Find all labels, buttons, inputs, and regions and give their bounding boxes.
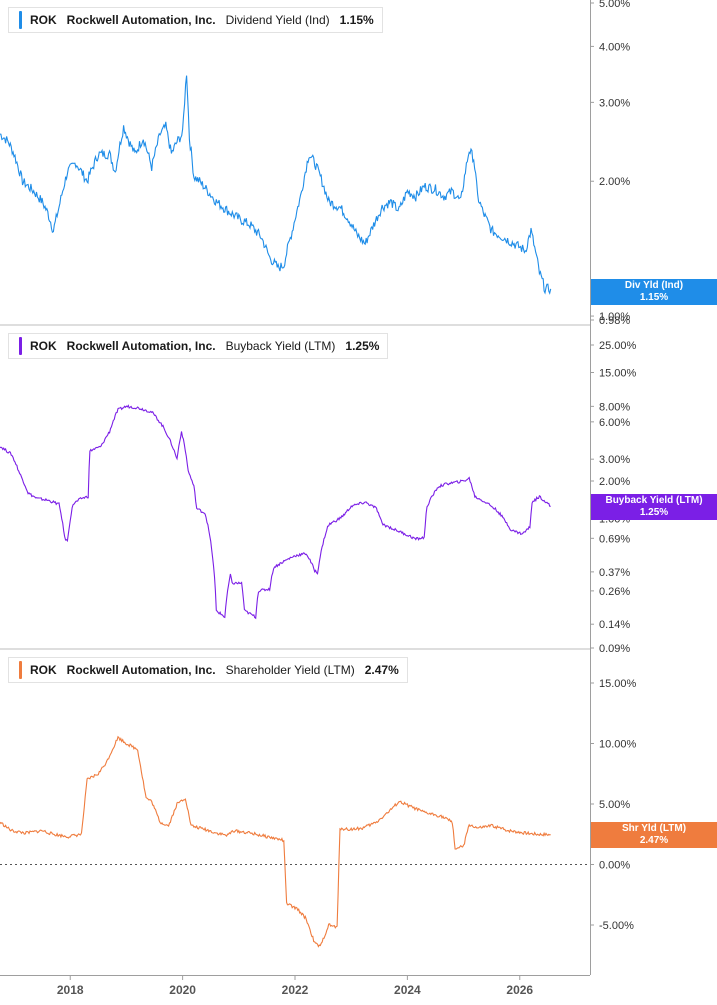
y-tick-label: 15.00% — [599, 368, 637, 380]
legend-company: Rockwell Automation, Inc. — [66, 663, 216, 677]
y-tick-label: 0.69% — [599, 533, 630, 545]
legend-ticker: ROK — [30, 663, 57, 677]
y-tick-label: 4.00% — [599, 41, 630, 53]
y-tick-label: -5.00% — [599, 920, 634, 932]
current-value-label-shareholder: Shr Yld (LTM) 2.47% — [591, 822, 717, 848]
x-tick-label: 2026 — [506, 983, 533, 997]
legend-value: 2.47% — [364, 663, 399, 677]
series-line — [0, 404, 551, 620]
y-tick-label: 0.37% — [599, 567, 630, 579]
legend-value: 1.25% — [345, 339, 380, 353]
y-tick-label: 8.00% — [599, 401, 630, 413]
y-tick-label: 0.98% — [599, 315, 630, 327]
legend-company: Rockwell Automation, Inc. — [66, 13, 216, 27]
value-label-name: Shr Yld (LTM) — [621, 823, 687, 834]
x-tick-label: 2022 — [282, 983, 309, 997]
y-tick-label: 0.14% — [599, 619, 630, 631]
legend-metric: Dividend Yield (Ind) — [225, 13, 330, 27]
y-tick-label: 15.00% — [599, 678, 637, 690]
y-tick-label: 2.00% — [599, 176, 630, 188]
y-tick-label: 25.00% — [599, 340, 637, 352]
legend-shareholder-yield[interactable]: ROK Rockwell Automation, Inc. Shareholde… — [8, 657, 408, 683]
value-label-name: Div Yld (Ind) — [624, 280, 684, 291]
value-label-name: Buyback Yield (LTM) — [605, 495, 703, 506]
current-value-label-dividend: Div Yld (Ind) 1.15% — [591, 279, 717, 305]
legend-swatch-dividend — [19, 11, 22, 29]
legend-dividend-yield[interactable]: ROK Rockwell Automation, Inc. Dividend Y… — [8, 7, 383, 33]
series-line — [0, 75, 552, 295]
legend-value: 1.15% — [339, 13, 374, 27]
y-tick-label: 5.00% — [599, 0, 630, 10]
y-tick-label: 5.00% — [599, 799, 630, 811]
y-tick-label: 0.00% — [599, 860, 630, 872]
current-value-label-buyback: Buyback Yield (LTM) 1.25% — [591, 494, 717, 520]
legend-buyback-yield[interactable]: ROK Rockwell Automation, Inc. Buyback Yi… — [8, 333, 389, 359]
y-tick-label: 6.00% — [599, 417, 630, 429]
y-tick-label: 10.00% — [599, 739, 637, 751]
y-tick-label: 3.00% — [599, 454, 630, 466]
legend-swatch-shareholder — [19, 661, 22, 679]
value-label-value: 1.15% — [639, 292, 669, 303]
legend-metric: Shareholder Yield (LTM) — [225, 663, 355, 677]
value-label-value: 1.25% — [639, 507, 669, 518]
y-tick-label: 0.26% — [599, 586, 630, 598]
y-tick-label: 1.00% — [599, 311, 630, 323]
legend-metric: Buyback Yield (LTM) — [225, 339, 336, 353]
y-tick-label: 2.00% — [599, 476, 630, 488]
series-line — [0, 735, 551, 948]
x-tick-label: 2018 — [57, 983, 84, 997]
legend-ticker: ROK — [30, 339, 57, 353]
x-tick-label: 2024 — [394, 983, 421, 997]
value-label-value: 2.47% — [639, 835, 669, 846]
legend-ticker: ROK — [30, 13, 57, 27]
x-tick-label: 2020 — [169, 983, 196, 997]
legend-swatch-buyback — [19, 337, 22, 355]
y-tick-label: 0.09% — [599, 643, 630, 655]
legend-company: Rockwell Automation, Inc. — [66, 339, 216, 353]
y-tick-label: 3.00% — [599, 97, 630, 109]
